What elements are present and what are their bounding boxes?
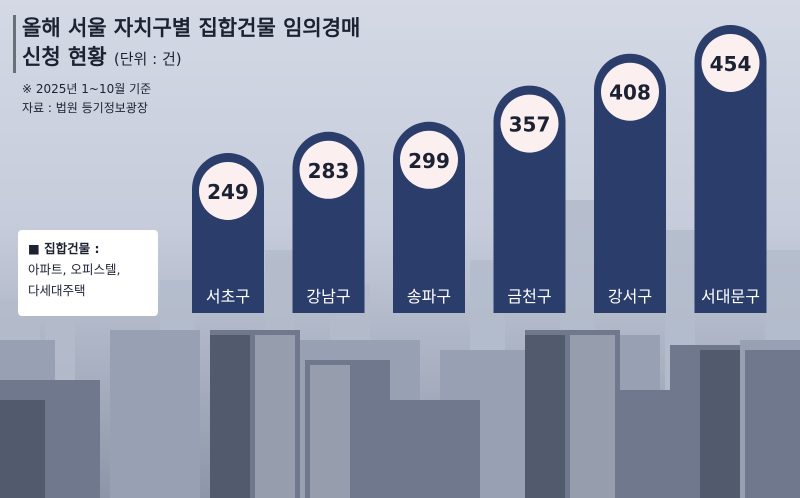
value-label-서대문구: 454 [710, 52, 752, 76]
category-label-서대문구: 서대문구 [701, 287, 760, 306]
value-badge-서초구 [199, 162, 257, 220]
period-note: ※ 2025년 1~10월 기준 [22, 82, 152, 96]
category-label-금천구: 금천구 [507, 287, 551, 306]
legend-line2: 다세대주택 [28, 283, 86, 298]
value-badge-서대문구 [701, 34, 760, 92]
value-label-송파구: 299 [408, 149, 450, 173]
category-label-강서구: 강서구 [608, 287, 652, 306]
value-label-강서구: 408 [609, 81, 651, 105]
category-label-서초구: 서초구 [206, 287, 250, 306]
legend-line1: 아파트, 오피스텔, [28, 262, 121, 277]
source-note: 자료 : 법원 등기정보광장 [22, 101, 148, 115]
value-badge-강서구 [601, 62, 659, 121]
value-label-금천구: 357 [509, 113, 551, 137]
chart-title-suffix: 신청 현황 [22, 45, 107, 69]
unit-label: (단위 : 건) [113, 50, 182, 68]
category-label-송파구: 송파구 [407, 287, 451, 306]
legend-box: ■ 집합건물 : 아파트, 오피스텔, 다세대주택 [18, 230, 158, 316]
chart-title: 올해 서울 자치구별 집합건물 임의경매 [22, 16, 361, 40]
value-badge-강남구 [299, 140, 358, 199]
value-label-강남구: 283 [308, 159, 350, 183]
category-label-강남구: 강남구 [306, 287, 350, 306]
legend-title: ■ 집합건물 : [28, 241, 100, 256]
chart-title-line2: 신청 현황 (단위 : 건) [22, 45, 182, 72]
title-accent-line [13, 15, 16, 73]
bar-강서구 [594, 53, 666, 313]
bar-서대문구 [694, 25, 767, 313]
value-badge-송파구 [400, 130, 458, 189]
value-badge-금천구 [500, 94, 559, 153]
value-label-서초구: 249 [207, 180, 249, 204]
